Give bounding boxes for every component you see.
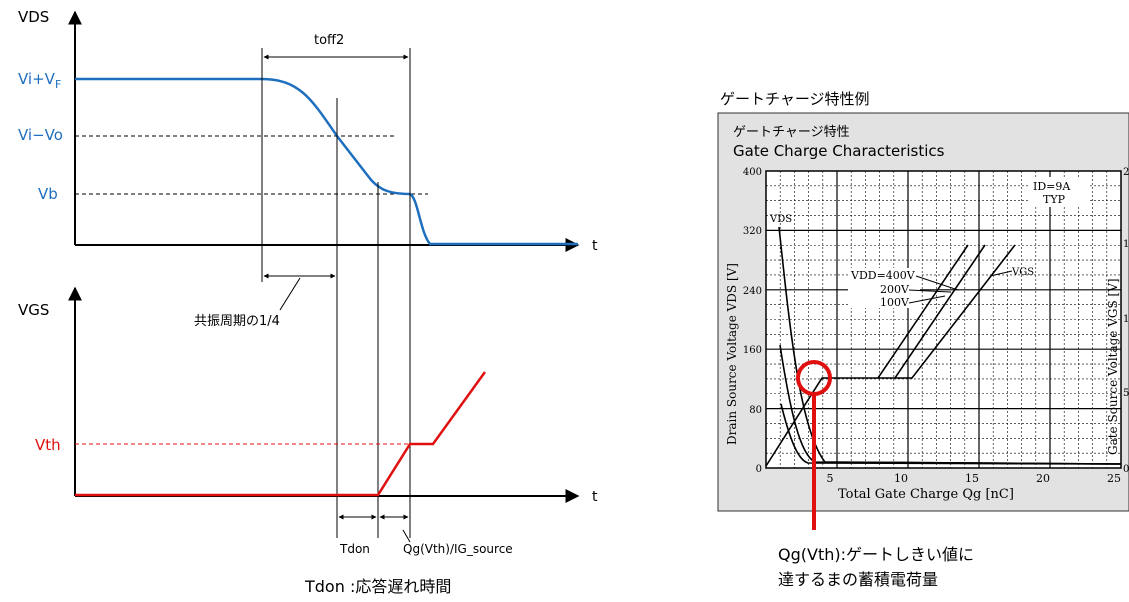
right-axis-label: Gate Source Voltage VGS [V]: [1106, 278, 1120, 455]
t-axis-label-bottom: t: [592, 489, 598, 505]
level-vi-vf: Vi+VF: [18, 70, 61, 91]
qg-source-label: Qg(Vth)/IG_source: [403, 542, 513, 556]
y-right-tick: 15: [1123, 239, 1129, 250]
vgs-curve-100v: [765, 244, 969, 467]
vgs-curve-400v: [895, 244, 1016, 379]
qg-leader: [402, 529, 411, 543]
vds-axis-label: VDS: [18, 8, 49, 26]
chart-title-jp: ゲートチャージ特性: [733, 125, 850, 140]
toff2-label: toff2: [314, 33, 344, 48]
vdd-label-400v: VDD=400V: [850, 269, 916, 282]
left-ticks: 400 320 240 160 80 0: [743, 167, 762, 475]
y-right-tick: 0: [1123, 464, 1129, 475]
y-left-tick: 80: [749, 405, 762, 416]
x-tick: 5: [827, 472, 834, 485]
y-left-tick: 320: [743, 226, 762, 237]
gate-charge-figure: ゲートチャージ特性例 ゲートチャージ特性 Gate Charge Charact…: [717, 90, 1129, 589]
vdd-label-100v: 100V: [880, 296, 910, 309]
vds-curve-label: VDS: [769, 214, 792, 225]
chart-title-en: Gate Charge Characteristics: [733, 142, 945, 160]
curves: [765, 226, 1122, 467]
conditions-box: [1028, 177, 1088, 207]
vdd-label-200v: 200V: [880, 283, 910, 296]
x-tick: 15: [965, 472, 979, 485]
vgs-pointer: [989, 270, 1013, 277]
vdd-pointer-400v: [915, 275, 959, 291]
vgs-waveform: [75, 371, 487, 497]
y-right-tick: 20: [1123, 167, 1129, 178]
annotation-line-1: Qg(Vth):ゲートしきい値に: [778, 545, 974, 564]
left-axis-label: Drain Source Voltage VDS [V]: [725, 263, 739, 445]
timing-diagram: VDS t Vi+VF Vi−Vo Vb toff2 共振周期の1/4 VGS …: [18, 8, 598, 596]
vgs-axis-label: VGS: [18, 301, 49, 319]
level-vth: Vth: [35, 436, 61, 454]
quarter-period-leader: [279, 277, 301, 311]
tdon-label: Tdon: [339, 542, 370, 556]
y-left-tick: 400: [743, 167, 762, 178]
minor-grid: [766, 171, 1121, 468]
x-tick: 10: [894, 472, 908, 485]
vdd-label-bg: [848, 268, 920, 308]
x-axis-label: Total Gate Charge Qg [nC]: [838, 487, 1014, 502]
y-right-tick: 5: [1123, 388, 1129, 399]
y-left-tick: 160: [743, 345, 762, 356]
vdd-pointer-100v: [908, 295, 946, 304]
vdd-pointer-200v: [908, 289, 951, 293]
vds-waveform: [75, 77, 578, 246]
y-left-tick: 0: [756, 464, 762, 475]
vds-curve-100v: [780, 403, 1122, 465]
quarter-period-label: 共振周期の1/4: [194, 314, 280, 329]
x-tick: 20: [1036, 472, 1050, 485]
y-right-tick: 10: [1123, 314, 1129, 325]
level-vi-vo: Vi−Vo: [18, 126, 63, 144]
major-grid: [766, 171, 1121, 468]
caption-tdon: Tdon :応答遅れ時間: [304, 577, 451, 596]
t-axis-label-top: t: [592, 238, 598, 254]
condition-id: ID=9A: [1033, 180, 1071, 193]
annotation-line-2: 達するまの蓄積電荷量: [778, 570, 938, 589]
y-left-tick: 240: [743, 286, 762, 297]
right-ticks: 20 15 10 5 0: [1123, 167, 1129, 475]
vgs-curve-label: VGS: [1011, 267, 1034, 278]
condition-typ: TYP: [1043, 193, 1066, 206]
x-ticks: 5 10 15 20 25: [827, 472, 1122, 485]
x-tick: 25: [1107, 472, 1121, 485]
level-vb: Vb: [38, 185, 58, 203]
gate-chart-heading: ゲートチャージ特性例: [720, 90, 870, 108]
